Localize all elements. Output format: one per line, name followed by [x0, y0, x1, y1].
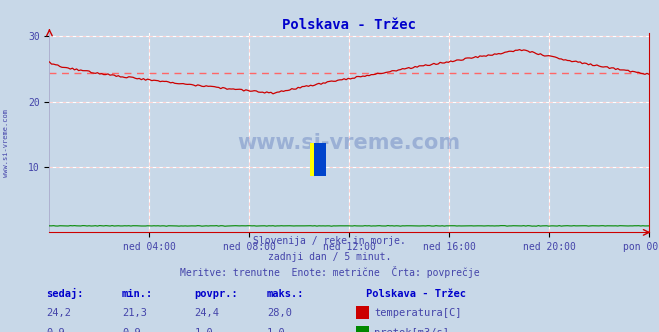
Text: 28,0: 28,0 — [267, 308, 292, 318]
Text: min.:: min.: — [122, 289, 153, 299]
Text: www.si-vreme.com: www.si-vreme.com — [238, 133, 461, 153]
Text: maks.:: maks.: — [267, 289, 304, 299]
Text: zadnji dan / 5 minut.: zadnji dan / 5 minut. — [268, 252, 391, 262]
Text: 0,9: 0,9 — [122, 328, 140, 332]
Text: www.si-vreme.com: www.si-vreme.com — [3, 109, 9, 177]
Text: temperatura[C]: temperatura[C] — [374, 308, 462, 318]
Text: povpr.:: povpr.: — [194, 289, 238, 299]
Text: Polskava - Tržec: Polskava - Tržec — [366, 289, 466, 299]
Text: 0,9: 0,9 — [46, 328, 65, 332]
Text: 1,0: 1,0 — [267, 328, 285, 332]
Text: Slovenija / reke in morje.: Slovenija / reke in morje. — [253, 236, 406, 246]
Text: Meritve: trenutne  Enote: metrične  Črta: povprečje: Meritve: trenutne Enote: metrične Črta: … — [180, 266, 479, 278]
Text: pretok[m3/s]: pretok[m3/s] — [374, 328, 449, 332]
Title: Polskava - Tržec: Polskava - Tržec — [282, 18, 416, 32]
Text: 24,4: 24,4 — [194, 308, 219, 318]
Text: sedaj:: sedaj: — [46, 288, 84, 299]
Text: 1,0: 1,0 — [194, 328, 213, 332]
Text: 21,3: 21,3 — [122, 308, 147, 318]
Text: 24,2: 24,2 — [46, 308, 71, 318]
